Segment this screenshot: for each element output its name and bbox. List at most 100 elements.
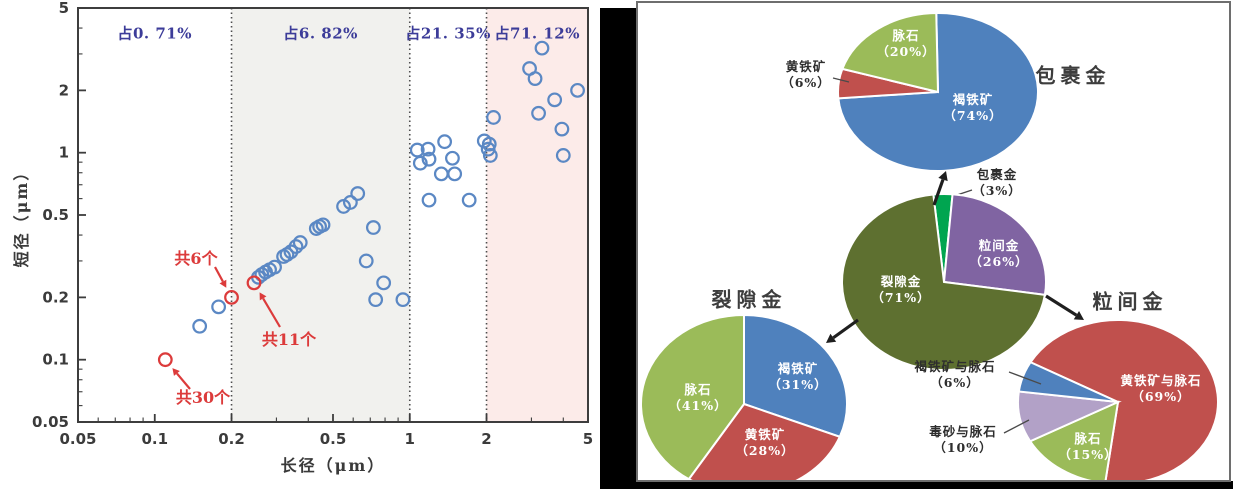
measured-grains-marker (486, 110, 501, 125)
measured-grains-marker (531, 105, 546, 121)
measured-grains-marker (447, 166, 463, 182)
measured-grains-marker (527, 71, 543, 86)
slice-name: 褐铁矿与脉石 (914, 358, 996, 374)
measured-grains-marker (570, 82, 585, 98)
slice-percent: （41%） (668, 398, 728, 413)
measured-grains-marker (421, 192, 437, 208)
measured-grains-marker (376, 275, 392, 291)
measured-grains-marker (267, 259, 282, 275)
pie-slice-label-黄铁矿: 黄铁矿 （28%） (735, 427, 794, 460)
annotated-grains-marker (157, 352, 173, 368)
y-tick-label: 0.05 (32, 413, 69, 431)
slice-percent: （20%） (876, 44, 936, 59)
slice-percent: （26%） (969, 254, 1029, 269)
annotated-grains-marker (246, 275, 262, 291)
measured-grains-marker (534, 40, 550, 56)
x-tick-label: 1 (405, 430, 415, 448)
measured-grains-marker (412, 155, 428, 171)
measured-grains-marker (421, 151, 437, 167)
x-tick-label: 0.2 (218, 430, 245, 448)
measured-grains-marker (433, 166, 449, 182)
x-tick-label: 5 (583, 430, 593, 448)
pie-slice-label-黄铁矿与脉石: 黄铁矿与脉石 （69%） (1120, 373, 1201, 406)
slice-percent: （6%） (781, 75, 831, 90)
x-axis-title: 长径（μm） (280, 456, 386, 475)
slice-percent: （74%） (943, 108, 1003, 123)
y-tick-label: 1 (59, 144, 69, 162)
slice-percent: （15%） (1058, 447, 1118, 462)
measured-grains-marker (292, 235, 308, 250)
zone-label-4: 占71. 12% (494, 24, 580, 43)
gold-occurrence-total-pie-slice-粒间金 (942, 193, 1047, 296)
pie-slice-label-褐铁矿与脉石: 褐铁矿与脉石 （6%） (914, 359, 995, 392)
slice-name: 褐铁矿 (952, 91, 994, 107)
pie-slice-label-脉石: 脉石 （20%） (876, 28, 935, 61)
measured-grains-marker (211, 299, 227, 315)
measured-grains-marker (480, 141, 496, 157)
measured-grains-marker (288, 239, 304, 254)
zone-label-2: 占6. 82% (283, 24, 358, 43)
measured-grains-marker (358, 253, 374, 269)
pie-slice-label-裂隙金: 裂隙金 （71%） (871, 274, 930, 307)
annotation-count-30: 共30个 (175, 388, 231, 407)
measured-grains-marker (554, 121, 570, 137)
slice-percent: （28%） (735, 443, 795, 458)
measured-grains-marker (461, 192, 477, 208)
pie-title-lijianjin: 粒间金 (1092, 289, 1168, 314)
slice-percent: （3%） (972, 183, 1022, 198)
measured-grains-marker (547, 92, 563, 108)
measured-grains-marker (192, 318, 208, 334)
pie-slice-label-黄铁矿: 黄铁矿 （6%） (781, 59, 831, 92)
measured-grains-marker (315, 217, 331, 233)
liexi-jin-pie-slice-褐铁矿 (743, 313, 848, 439)
y-tick-label: 0.2 (42, 288, 69, 306)
slice-name: 褐铁矿 (777, 360, 819, 376)
measured-grains-marker (350, 186, 366, 201)
slice-percent: （31%） (768, 377, 828, 392)
slice-name: 黄铁矿与脉石 (1120, 372, 1202, 388)
slice-name: 粒间金 (978, 237, 1020, 253)
slice-name: 毒砂与脉石 (929, 423, 997, 439)
slice-percent: （10%） (933, 440, 993, 455)
lijian-jin-pie-slice-褐铁矿与脉石 (1017, 360, 1119, 403)
x-tick-label: 0.1 (141, 430, 168, 448)
measured-grains-marker (482, 148, 498, 163)
pie-slice-label-褐铁矿: 褐铁矿 （31%） (768, 361, 827, 394)
slice-name: 包裹金 (976, 166, 1018, 182)
lijian-jin-pie-slice-黄铁矿与脉石 (1029, 319, 1219, 485)
pie-title-baoguojin: 包裹金 (1035, 63, 1111, 88)
slice-name: 脉石 (1074, 430, 1102, 446)
slice-name: 裂隙金 (880, 273, 922, 289)
annotated-grains-marker (224, 289, 239, 305)
measured-grains-marker (368, 292, 384, 308)
x-tick-label: 0.05 (59, 430, 96, 448)
slice-percent: （71%） (871, 290, 931, 305)
panel-bottom-band (600, 481, 1233, 489)
pie-slice-label-粒间金: 粒间金 （26%） (969, 238, 1028, 271)
slice-percent: （69%） (1131, 389, 1191, 404)
zone-label-1: 占0. 71% (117, 24, 193, 43)
measured-grains-marker (445, 150, 460, 166)
y-tick-label: 2 (59, 81, 69, 99)
measured-grains-marker (409, 142, 425, 158)
pie-slice-label-脉石: 脉石 （15%） (1058, 431, 1117, 464)
y-tick-label: 0.5 (42, 206, 69, 224)
x-tick-label: 0.5 (320, 430, 347, 448)
slice-name: 脉石 (684, 381, 712, 397)
y-tick-label: 5 (59, 0, 69, 17)
gold-occurrence-total-pie-slice-裂隙金 (841, 193, 1047, 371)
pie-slice-label-脉石: 脉石 （41%） (668, 382, 727, 415)
y-axis-title: 短径（μm） (12, 162, 31, 268)
measured-grains-marker (395, 292, 411, 308)
pie-slice-label-包裹金: 包裹金 （3%） (972, 167, 1022, 200)
slice-percent: （6%） (930, 375, 980, 390)
liexi-jin-pie-slice-脉石 (640, 313, 745, 481)
measured-grains-marker (420, 141, 436, 157)
annotation-count-11: 共11个 (261, 330, 317, 349)
y-tick-label: 0.1 (42, 351, 69, 369)
measured-grains-marker (555, 148, 571, 163)
pie-slice-label-毒砂与脉石: 毒砂与脉石 （10%） (929, 424, 997, 457)
